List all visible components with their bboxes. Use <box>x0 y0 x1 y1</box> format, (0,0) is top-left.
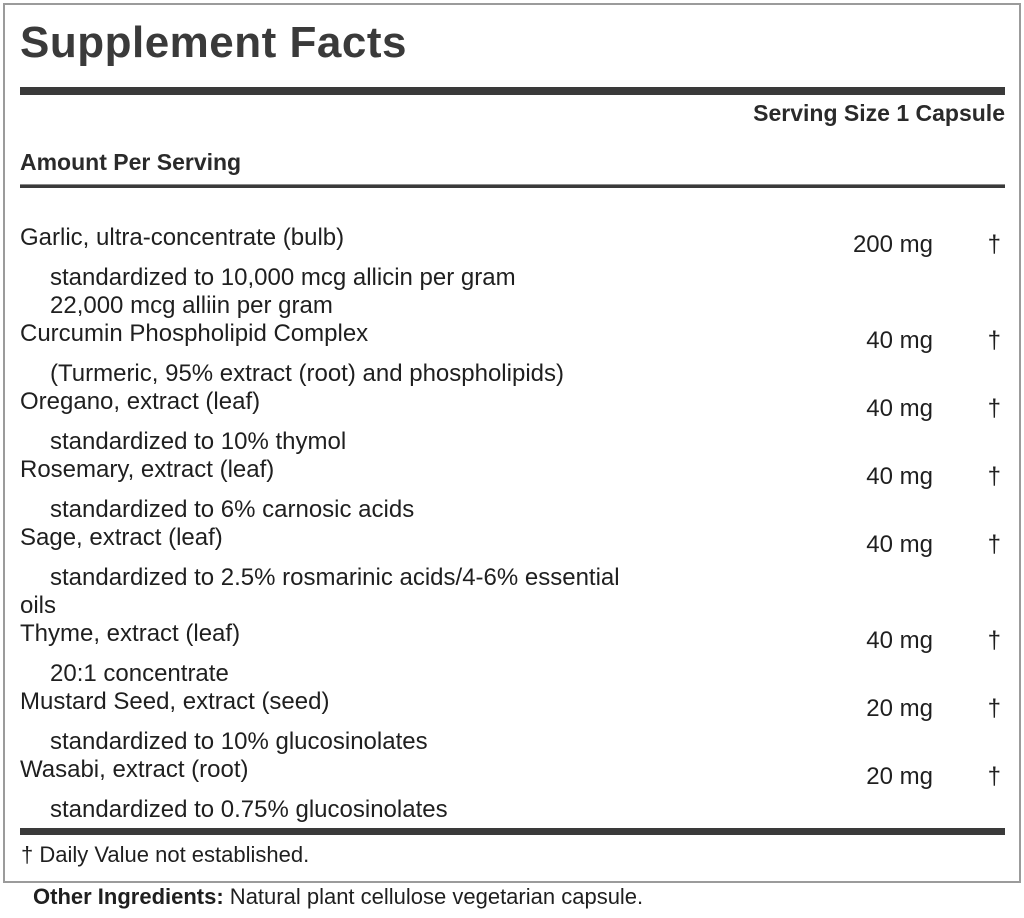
ingredient-amount: 20 mg <box>866 763 933 791</box>
ingredient-amount: 200 mg <box>852 231 933 259</box>
ingredient-item-garlic: Garlic, ultra-concentrate (bulb) 200 mg … <box>20 224 1005 320</box>
ingredient-amount: 40 mg <box>866 395 933 423</box>
ingredient-name: Curcumin Phospholipid Complex <box>20 320 369 348</box>
ingredient-detail: standardized to 10% thymol <box>50 428 347 456</box>
ingredient-item-curcumin: Curcumin Phospholipid Complex 40 mg † (T… <box>20 320 1005 388</box>
ingredient-name: Rosemary, extract (leaf) <box>20 456 275 484</box>
ingredient-row: Oregano, extract (leaf) 40 mg † <box>20 388 1005 422</box>
daily-value-dagger: † <box>987 763 1001 791</box>
ingredient-detail: standardized to 2.5% rosmarinic acids/4-… <box>20 564 620 620</box>
ingredient-name: Mustard Seed, extract (seed) <box>20 688 330 716</box>
daily-value-footnote: † Daily Value not established. <box>21 842 310 868</box>
ingredient-name: Oregano, extract (leaf) <box>20 388 261 416</box>
ingredient-item-mustard-seed: Mustard Seed, extract (seed) 20 mg † sta… <box>20 688 1005 756</box>
ingredient-item-rosemary: Rosemary, extract (leaf) 40 mg † standar… <box>20 456 1005 524</box>
ingredient-row: Rosemary, extract (leaf) 40 mg † <box>20 456 1005 490</box>
ingredient-detail: standardized to 10,000 mcg allicin per g… <box>50 264 516 292</box>
ingredient-detail: 22,000 mcg alliin per gram <box>50 292 333 320</box>
ingredient-item-sage: Sage, extract (leaf) 40 mg † standardize… <box>20 524 1005 620</box>
amount-per-serving-header: Amount Per Serving <box>20 149 242 176</box>
title-divider-bar <box>20 87 1005 96</box>
ingredient-item-thyme: Thyme, extract (leaf) 40 mg † 20:1 conce… <box>20 620 1005 688</box>
ingredient-row: Wasabi, extract (root) 20 mg † <box>20 756 1005 790</box>
ingredient-row: Garlic, ultra-concentrate (bulb) 200 mg … <box>20 224 1005 258</box>
ingredient-amount: 40 mg <box>866 463 933 491</box>
daily-value-dagger: † <box>987 627 1001 655</box>
ingredient-row: Mustard Seed, extract (seed) 20 mg † <box>20 688 1005 722</box>
ingredient-amount: 40 mg <box>866 627 933 655</box>
ingredient-detail: standardized to 0.75% glucosinolates <box>50 796 448 824</box>
ingredient-name: Garlic, ultra-concentrate (bulb) <box>20 224 345 252</box>
ingredient-detail: standardized to 6% carnosic acids <box>50 496 415 524</box>
ingredient-name: Wasabi, extract (root) <box>20 756 249 784</box>
daily-value-dagger: † <box>987 327 1001 355</box>
ingredient-row: Curcumin Phospholipid Complex 40 mg † <box>20 320 1005 354</box>
serving-size: Serving Size 1 Capsule <box>753 100 1005 127</box>
ingredient-amount: 40 mg <box>866 531 933 559</box>
header-divider-bar <box>20 184 1005 189</box>
daily-value-dagger: † <box>987 231 1001 259</box>
other-ingredients-text: Natural plant cellulose vegetarian capsu… <box>223 884 644 909</box>
supplement-facts-panel: Supplement Facts Serving Size 1 Capsule … <box>3 3 1021 884</box>
ingredient-detail: (Turmeric, 95% extract (root) and phosph… <box>50 360 564 388</box>
ingredient-name: Thyme, extract (leaf) <box>20 620 241 648</box>
ingredient-detail: 20:1 concentrate <box>50 660 229 688</box>
ingredient-item-wasabi: Wasabi, extract (root) 20 mg † standardi… <box>20 756 1005 824</box>
footnote-divider-bar <box>20 828 1005 836</box>
ingredient-list: Garlic, ultra-concentrate (bulb) 200 mg … <box>20 188 1005 828</box>
daily-value-dagger: † <box>987 695 1001 723</box>
ingredient-amount: 40 mg <box>866 327 933 355</box>
ingredient-detail: standardized to 10% glucosinolates <box>50 728 428 756</box>
ingredient-row: Sage, extract (leaf) 40 mg † <box>20 524 1005 558</box>
daily-value-dagger: † <box>987 531 1001 559</box>
daily-value-dagger: † <box>987 463 1001 491</box>
ingredient-amount: 20 mg <box>866 695 933 723</box>
other-ingredients-label: Other Ingredients: <box>33 884 224 909</box>
other-ingredients-line: Other Ingredients: Natural plant cellulo… <box>33 884 643 910</box>
daily-value-dagger: † <box>987 395 1001 423</box>
ingredient-row: Thyme, extract (leaf) 40 mg † <box>20 620 1005 654</box>
ingredient-item-oregano: Oregano, extract (leaf) 40 mg † standard… <box>20 388 1005 456</box>
ingredient-name: Sage, extract (leaf) <box>20 524 223 552</box>
panel-title: Supplement Facts <box>20 18 407 67</box>
